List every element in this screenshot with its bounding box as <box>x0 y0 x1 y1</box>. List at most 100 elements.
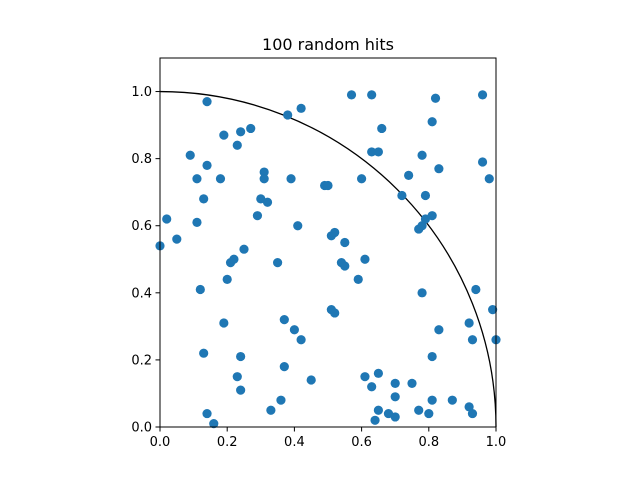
y-tick-label: 0.8 <box>131 152 152 167</box>
data-point <box>377 123 387 134</box>
y-tick-label: 0.4 <box>131 286 152 301</box>
data-point <box>427 211 437 221</box>
data-point <box>229 254 239 264</box>
data-point <box>353 274 363 284</box>
data-point <box>424 408 434 419</box>
data-point <box>215 174 226 184</box>
y-tick-label: 0.0 <box>131 421 152 436</box>
data-point <box>430 93 441 103</box>
data-point <box>340 261 350 271</box>
data-point <box>195 284 205 295</box>
data-point <box>259 174 269 184</box>
data-point <box>373 368 383 378</box>
data-point <box>464 318 474 328</box>
data-point <box>209 419 219 429</box>
data-point <box>360 254 370 264</box>
data-point <box>357 174 367 184</box>
data-point <box>370 415 380 425</box>
data-point <box>323 180 333 191</box>
data-point <box>330 308 340 318</box>
y-tick-label: 1.0 <box>131 85 152 100</box>
data-point <box>397 190 407 201</box>
data-point <box>279 362 289 372</box>
y-tick-label: 0.2 <box>131 353 152 368</box>
data-point <box>340 237 350 248</box>
data-point <box>373 147 383 157</box>
data-point <box>467 335 478 345</box>
data-point <box>427 395 437 405</box>
x-tick-label: 0.8 <box>418 435 439 450</box>
data-point <box>202 408 212 419</box>
data-point <box>219 130 229 140</box>
data-point <box>192 217 202 227</box>
x-tick-label: 0.6 <box>351 435 372 450</box>
x-tick-label: 0.0 <box>150 435 171 450</box>
data-point <box>367 382 377 392</box>
x-tick-label: 0.4 <box>284 435 305 450</box>
data-point <box>404 170 414 181</box>
data-point <box>434 325 444 335</box>
data-point <box>239 244 249 254</box>
plot-area <box>159 90 497 428</box>
data-point <box>286 174 296 184</box>
data-point <box>293 221 303 231</box>
data-point <box>232 140 242 150</box>
axes-frame <box>159 57 497 428</box>
data-point <box>185 150 195 160</box>
data-point <box>172 234 182 244</box>
data-point <box>390 392 400 402</box>
data-point <box>360 372 370 382</box>
data-point <box>414 405 424 415</box>
data-point <box>417 288 427 298</box>
data-point <box>232 372 242 382</box>
y-tick-label: 0.6 <box>131 219 152 234</box>
data-point <box>367 90 377 100</box>
data-point <box>427 351 437 362</box>
data-point <box>434 164 444 174</box>
data-point <box>417 150 427 160</box>
data-point <box>306 375 316 385</box>
data-point <box>296 103 306 113</box>
quarter-circle-curve <box>159 90 497 428</box>
data-point <box>236 351 246 362</box>
data-point <box>222 274 232 284</box>
data-point <box>266 405 276 415</box>
data-point <box>373 405 383 415</box>
data-point <box>390 412 400 422</box>
axes: 0.0 0.2 0.4 0.6 0.8 1.0 0.0 0.2 0.4 0.6 0.8 1.0 <box>131 57 507 450</box>
data-point <box>246 123 256 134</box>
data-point <box>283 110 293 120</box>
data-point <box>484 174 494 184</box>
data-point <box>199 348 209 358</box>
data-point <box>262 197 273 207</box>
data-point <box>252 211 263 221</box>
data-point <box>330 227 340 238</box>
data-point <box>192 174 202 184</box>
data-point <box>477 157 488 167</box>
data-point <box>367 147 377 157</box>
data-point <box>467 408 478 419</box>
data-point <box>296 335 306 345</box>
data-point <box>471 284 481 295</box>
data-point <box>236 127 246 137</box>
data-point <box>488 304 498 315</box>
data-point <box>346 90 357 100</box>
data-point <box>477 90 488 100</box>
data-point <box>276 395 286 405</box>
data-points <box>155 90 501 429</box>
chart-title: 100 random hits <box>262 35 394 54</box>
data-point <box>199 194 209 204</box>
data-point <box>390 378 400 388</box>
x-tick-label: 0.2 <box>217 435 238 450</box>
x-tick-label: 1.0 <box>486 435 507 450</box>
data-point <box>259 167 269 177</box>
data-point <box>289 325 299 335</box>
data-point <box>427 117 437 127</box>
data-point <box>162 214 172 224</box>
data-point <box>420 190 431 201</box>
data-point <box>447 395 457 405</box>
data-point <box>219 318 229 328</box>
data-point <box>407 378 417 388</box>
